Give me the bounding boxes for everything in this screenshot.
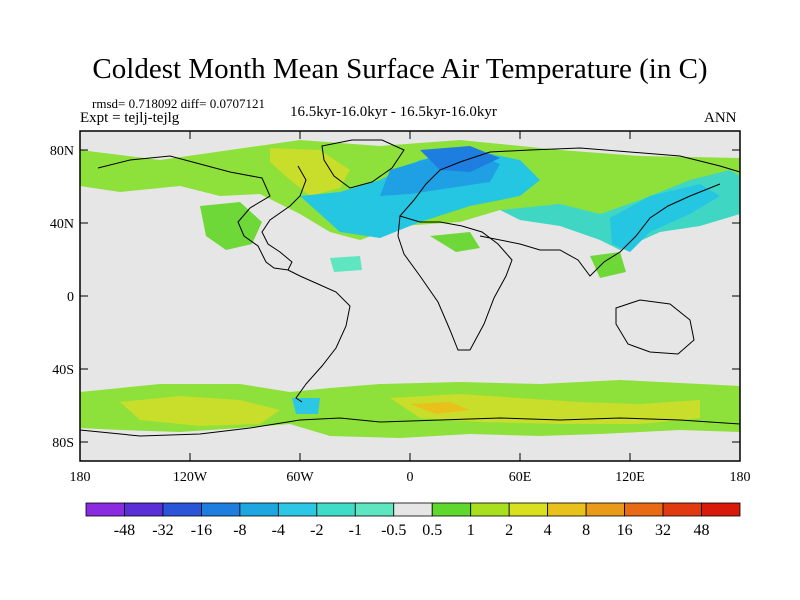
- colorbar-label: -2: [310, 522, 323, 539]
- stats-text: rmsd= 0.718092 diff= 0.0707121: [92, 96, 265, 111]
- colorbar-label: -8: [233, 522, 246, 539]
- colorbar-swatch: [201, 502, 241, 517]
- colorbar-swatch: [431, 502, 472, 517]
- colorbar-swatch: [354, 502, 395, 517]
- lon-label-180e: 180: [730, 470, 751, 485]
- lon-label-0: 0: [407, 470, 414, 485]
- map-title: Coldest Month Mean Surface Air Temperatu…: [92, 53, 708, 85]
- colorbar-swatch: [239, 502, 279, 517]
- season-text: ANN: [704, 110, 737, 126]
- field-tropics-green-1: [430, 232, 480, 252]
- field-south-atlantic-cyan: [292, 398, 320, 414]
- field-south-yellow-west: [120, 396, 280, 426]
- colorbar-label: -16: [191, 522, 212, 539]
- colorbar-label: -1: [349, 522, 362, 539]
- lon-label-120e: 120E: [615, 470, 645, 485]
- field-south-orange: [410, 402, 470, 414]
- colorbar-swatch: [124, 502, 164, 517]
- colorbar-swatch: [316, 502, 356, 517]
- lon-label-60w: 60W: [286, 470, 314, 485]
- colorbar-swatch: [277, 502, 318, 517]
- field-tropics-green-3: [330, 256, 362, 272]
- coastlines: [79, 139, 741, 437]
- colorbar-swatch: [585, 502, 625, 517]
- colorbar-swatch: [547, 502, 587, 517]
- colorbar-label: 48: [694, 522, 710, 539]
- colorbar-label: -4: [272, 522, 285, 539]
- field-east-asia-cyan: [610, 184, 720, 252]
- field-scandinavia-cyan: [420, 146, 500, 172]
- period-text: 16.5kyr-16.0kyr - 16.5kyr-16.0kyr: [290, 104, 497, 120]
- lat-label-80s: 80S: [52, 436, 74, 451]
- colorbar-label: 4: [544, 522, 552, 539]
- colorbar-swatch: [393, 502, 433, 517]
- lon-label-180w: 180: [70, 470, 91, 485]
- lat-label-40n: 40N: [50, 217, 74, 232]
- field-south-yellow-east: [390, 394, 700, 424]
- lat-label-80n: 80N: [50, 144, 74, 159]
- field-north-yellow: [270, 148, 350, 196]
- anomaly-fields: [80, 140, 740, 438]
- experiment-text: Expt = tejlj-tejlg: [80, 110, 180, 126]
- colorbar-label: -48: [114, 522, 135, 539]
- colorbar-label: 2: [505, 522, 513, 539]
- colorbar-swatch: [85, 502, 125, 517]
- colorbar-swatch: [701, 502, 741, 517]
- colorbar-swatch: [508, 502, 549, 517]
- colorbar-swatch: [662, 502, 702, 517]
- colorbar-swatch: [162, 502, 202, 517]
- colorbar-label: 32: [655, 522, 671, 539]
- lon-label-60e: 60E: [509, 470, 532, 485]
- colorbar: -48 -32 -16 -8 -4 -2 -1 -0.5 0.5 1 2 4 8 16 32 48: [85, 502, 741, 539]
- colorbar-swatch: [624, 502, 664, 517]
- lon-label-120w: 120W: [173, 470, 208, 485]
- colorbar-swatch: [470, 502, 510, 517]
- field-tropics-green-2: [590, 252, 626, 278]
- lat-label-0: 0: [67, 290, 74, 305]
- colorbar-label: -32: [152, 522, 173, 539]
- lon-ticks: [79, 131, 741, 461]
- lat-ticks: [80, 149, 740, 443]
- colorbar-label: 1: [467, 522, 475, 539]
- colorbar-label: 8: [582, 522, 590, 539]
- colorbar-label: -0.5: [381, 522, 406, 539]
- colorbar-label: 16: [617, 522, 633, 539]
- lat-label-40s: 40S: [52, 363, 74, 378]
- colorbar-label: 0.5: [422, 522, 442, 539]
